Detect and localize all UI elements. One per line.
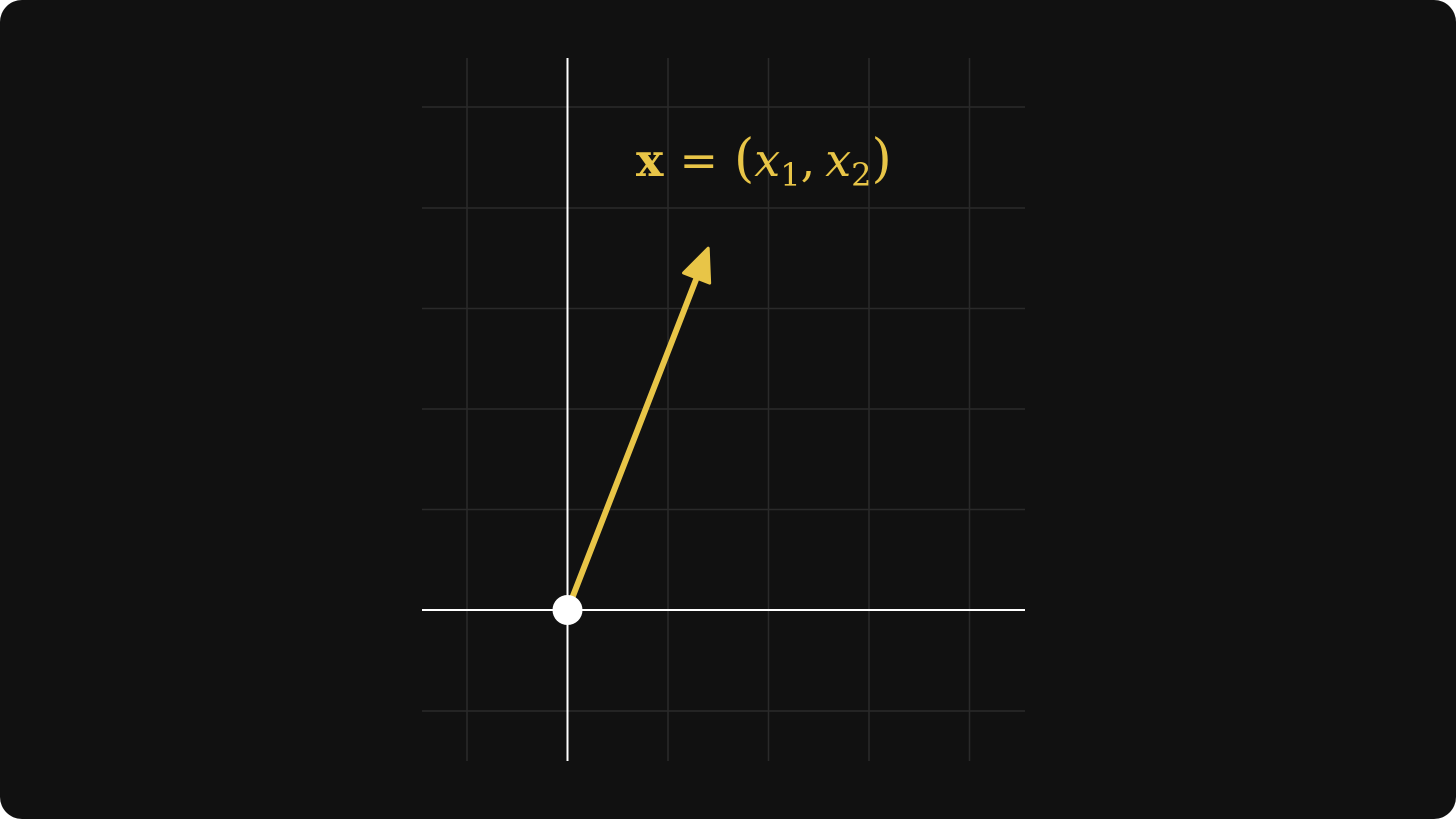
component-2-symbol: x bbox=[825, 133, 852, 187]
vector-formula: x = (x1, x2) bbox=[636, 124, 892, 194]
equals-sign: = bbox=[679, 133, 718, 187]
component-2-index: 2 bbox=[851, 156, 872, 194]
comma: , bbox=[800, 133, 816, 187]
vector-arrowhead bbox=[682, 246, 712, 285]
component-1-index: 1 bbox=[780, 156, 801, 194]
open-paren: ( bbox=[733, 129, 755, 189]
origin-point bbox=[552, 595, 583, 625]
close-paren: ) bbox=[871, 129, 892, 189]
component-1-symbol: x bbox=[754, 133, 781, 187]
vector-shaft bbox=[564, 271, 702, 613]
vector-arrow bbox=[564, 246, 712, 613]
vector-symbol: x bbox=[636, 133, 664, 187]
grid bbox=[422, 58, 1025, 761]
